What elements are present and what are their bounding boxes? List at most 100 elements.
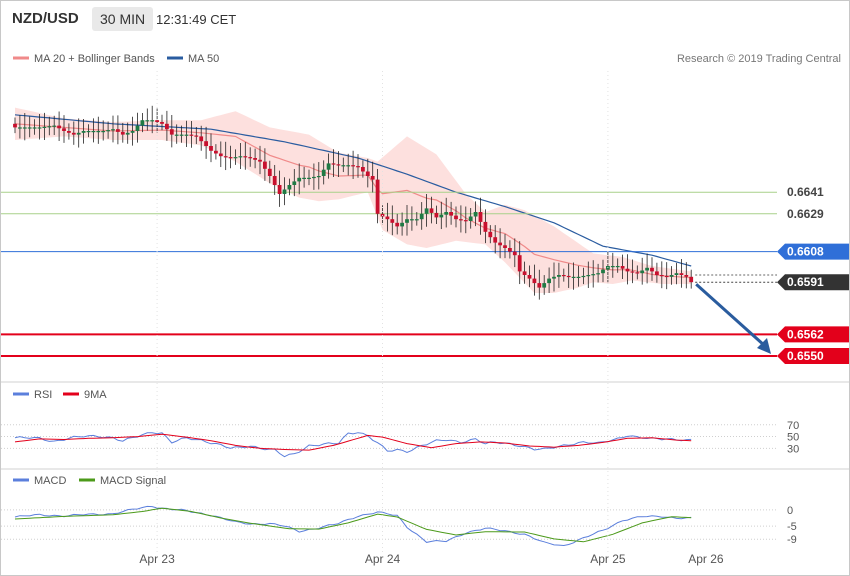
candle-body (615, 266, 620, 268)
candle-body (316, 176, 321, 178)
candle (91, 118, 96, 143)
candle (655, 262, 659, 283)
candle-body (253, 158, 257, 160)
candle (400, 212, 404, 236)
candle (351, 150, 355, 180)
candle-body (341, 165, 346, 167)
candle (586, 261, 591, 288)
candle (674, 262, 679, 285)
candle (365, 158, 370, 188)
candle-body (101, 131, 106, 133)
level-label-support: 0.6562 (777, 326, 849, 343)
candle-body (106, 130, 110, 132)
candle-body (645, 267, 649, 271)
candle (508, 240, 512, 259)
candle-body (258, 159, 262, 162)
candle-body (454, 215, 458, 220)
candle (459, 205, 463, 233)
rsi-tick-label: 70 (787, 420, 799, 432)
candle (155, 108, 159, 133)
candle (292, 169, 297, 197)
x-tick-label: Apr 23 (139, 552, 175, 566)
candle (424, 194, 429, 227)
candle-body (125, 132, 130, 135)
candle-body (189, 134, 194, 136)
candle-body (625, 268, 630, 272)
candle-body (130, 131, 135, 133)
candle-body (150, 120, 155, 122)
candle (287, 178, 292, 196)
candle-body (669, 275, 674, 277)
candle-body (468, 216, 473, 221)
candle-body (57, 125, 61, 129)
candle-body (199, 136, 204, 142)
candle (233, 149, 238, 165)
level-label-text: 0.6562 (787, 327, 824, 341)
candle-body (302, 177, 306, 179)
candle-body (174, 134, 179, 136)
candle-body (223, 156, 228, 158)
macd-legend-label: MACD (34, 475, 66, 487)
x-tick-label: Apr 24 (365, 552, 401, 566)
candle (395, 213, 400, 235)
candle (42, 112, 47, 140)
candle (76, 118, 81, 148)
candle-body (42, 126, 47, 128)
candle (307, 169, 311, 186)
candle (125, 122, 130, 144)
candle-body (434, 212, 439, 218)
level-label-box (777, 243, 849, 260)
candle (13, 117, 17, 134)
candle-body (155, 120, 159, 122)
candle-body (679, 273, 684, 275)
candle (650, 257, 654, 281)
candle-body (395, 222, 400, 227)
candle-body (272, 176, 277, 185)
candle-body (390, 219, 395, 223)
candle (645, 253, 649, 284)
candle-body (248, 157, 253, 159)
candle (238, 143, 243, 169)
candle (22, 113, 27, 141)
candle (561, 268, 566, 282)
candle-body (22, 127, 27, 129)
level-label-text: 0.6591 (787, 275, 824, 289)
rsi-tick-label: 50 (787, 432, 799, 444)
candle (135, 112, 140, 143)
candle-body (689, 276, 694, 283)
candle-body (370, 176, 375, 180)
bollinger-legend-label: MA 20 + Bollinger Bands (34, 53, 155, 65)
rsi-legend-label: RSI (34, 389, 52, 401)
candle-body (635, 272, 640, 274)
candle-body (356, 166, 360, 168)
candle (615, 258, 620, 273)
candle (145, 108, 150, 131)
timeframe-button[interactable]: 30 MIN (92, 7, 154, 31)
candle-body (664, 275, 669, 278)
candle-body (674, 273, 679, 275)
candle (282, 177, 287, 206)
candle (498, 228, 502, 259)
candle-body (444, 212, 449, 215)
candle (243, 142, 248, 170)
forecast-arrow-shaft (695, 283, 767, 348)
candle-body (76, 132, 81, 135)
candle-body (307, 177, 311, 179)
candle (566, 263, 571, 288)
candle-body (204, 141, 208, 146)
candle-body (566, 275, 571, 278)
candle-body (169, 129, 174, 135)
candle (189, 121, 194, 148)
candle (410, 206, 414, 231)
candle (214, 144, 218, 160)
candle (596, 263, 600, 283)
candle-body (165, 123, 169, 130)
candle-body (508, 248, 512, 252)
candle (86, 124, 91, 138)
candle-body (493, 237, 498, 243)
candle-body (361, 167, 365, 172)
pair-title: NZD/USD (12, 10, 79, 27)
candle-body (32, 127, 37, 129)
rsi-tick-label: 30 (787, 443, 799, 455)
